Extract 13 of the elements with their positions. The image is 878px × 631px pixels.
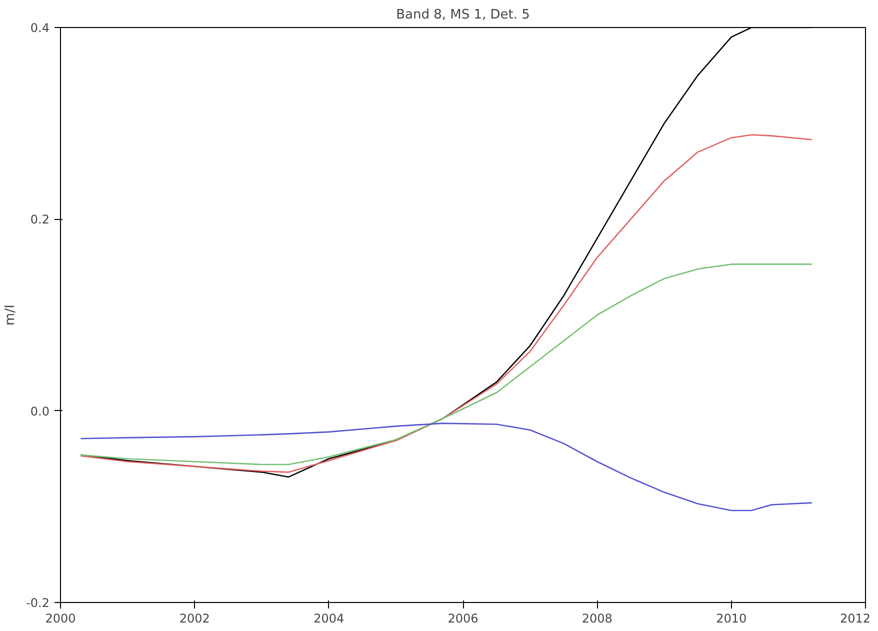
x-tick-label: 2008 xyxy=(582,612,612,626)
y-tick-label: -0.2 xyxy=(26,596,50,610)
y-tick-label: 0.4 xyxy=(30,21,50,35)
y-tick-label: 0.2 xyxy=(30,212,50,227)
y-axis-title: m/I xyxy=(3,304,18,326)
y-tick-label: 0.0 xyxy=(30,404,50,418)
chart-title: Band 8, MS 1, Det. 5 xyxy=(396,8,530,22)
x-tick-label: 2002 xyxy=(179,612,210,626)
x-tick-label: 2006 xyxy=(448,612,478,626)
x-tick-label: 2004 xyxy=(314,612,344,626)
x-tick-label: 2010 xyxy=(716,612,747,626)
x-tick-label: 2000 xyxy=(45,612,76,626)
x-tick-label: 2012 xyxy=(840,612,871,626)
